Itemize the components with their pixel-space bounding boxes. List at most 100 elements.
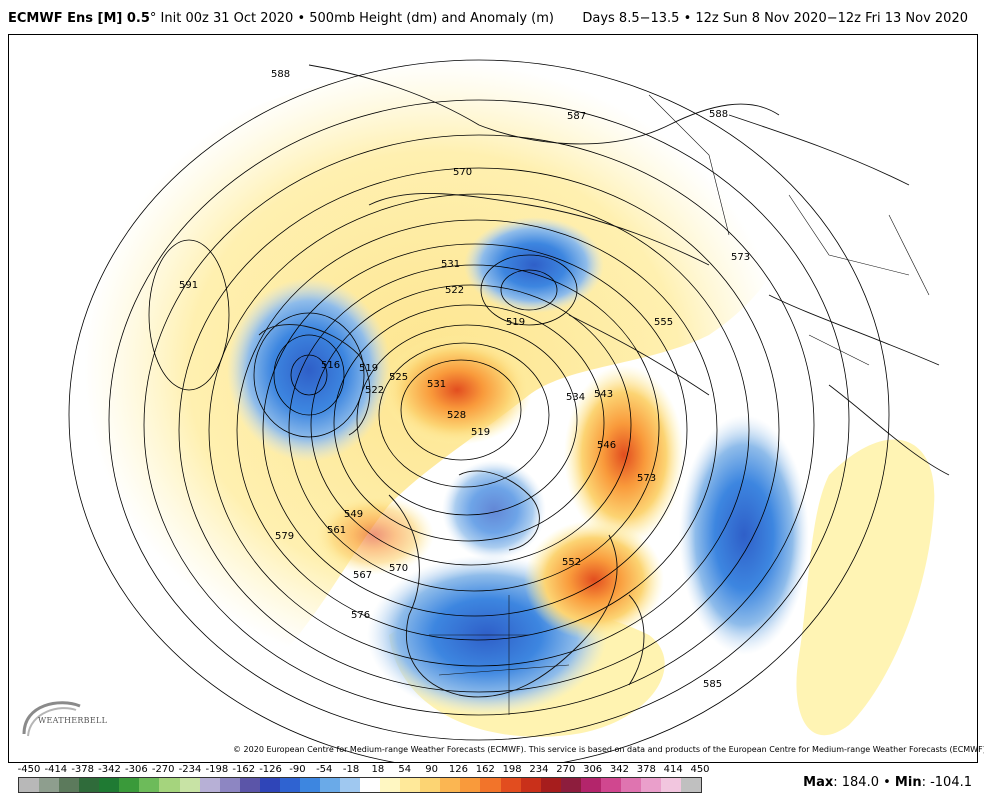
colorbar-tick-label: 54 [398,764,412,775]
contour-label: 570 [453,167,472,178]
colorbar-tick-label: -414 [44,764,68,775]
bullet-1: • [297,11,306,26]
contour-label: 543 [594,389,613,400]
contour-label: 528 [447,410,466,421]
contour-label: 570 [389,563,408,574]
copyright-notice: © 2020 European Centre for Medium-range … [233,745,984,754]
degree-symbol: ° [149,11,157,26]
max-min-readout: Max: 184.0 • Min: -104.1 [803,775,972,790]
colorbar-swatch [319,778,340,792]
political-boundaries [429,94,930,715]
max-min-separator: • [878,775,895,790]
colorbar-swatch [480,778,501,792]
colorbar-tick-label: -90 [289,764,306,775]
contour-labels: 588 591 587 570 531 522 516 519 522 525 … [179,69,750,690]
min-label: Min [894,775,922,790]
positive-anomalies [314,335,684,640]
contour-label: 549 [344,509,363,520]
contour-label: 552 [562,557,581,568]
colorbar-swatch [460,778,481,792]
colorbar-swatch [19,778,40,792]
contour-label: 522 [445,285,464,296]
colorbar-swatch [59,778,80,792]
colorbar-tick-label: 90 [425,764,438,775]
colorbar-swatch [360,778,381,792]
colorbar-swatch [520,778,541,792]
contour-label: 573 [637,473,656,484]
colorbar-swatch [540,778,561,792]
min-value: : -104.1 [921,775,972,790]
colorbar-tick-label: -270 [151,764,175,775]
contour-label: 525 [389,372,408,383]
colorbar-swatch [420,778,441,792]
colorbar-tick-label: -234 [178,764,202,775]
contour-label: 573 [731,252,750,263]
colorbar-swatch [119,778,140,792]
contour-label: 588 [709,109,728,120]
colorbar-tick-label: 306 [583,764,603,775]
colorbar-swatch [681,778,702,792]
colorbar-swatch [79,778,100,792]
max-value: : 184.0 [833,775,879,790]
colorbar-tick-label: -54 [316,764,333,775]
colorbar-swatch [380,778,401,792]
colorbar-tick-label: 450 [690,764,710,775]
colorbar-tick-label: -126 [259,764,282,775]
colorbar-swatch [239,778,260,792]
colorbar-tick-label: -342 [98,764,121,775]
contour-label: 585 [703,679,722,690]
colorbar-tick-label: -306 [125,764,148,775]
coastlines [258,64,950,698]
colorbar-tick-label: 126 [448,764,468,775]
contour-label: 587 [567,111,586,122]
anomaly-colorbar [18,777,702,793]
contour-label: 588 [271,69,290,80]
weatherbell-logo [22,701,81,737]
colorbar-swatch [179,778,200,792]
init-time: Init 00z 31 Oct 2020 [160,11,294,26]
colorbar-tick-label: 198 [502,764,522,775]
colorbar-tick-label: 414 [663,764,683,775]
colorbar-tick-label: -378 [71,764,95,775]
colorbar-swatch [299,778,320,792]
colorbar-swatch [661,778,682,792]
colorbar-tick-label: 270 [556,764,576,775]
polar-stereographic-map: 588 591 587 570 531 522 516 519 522 525 … [8,34,978,763]
valid-period: Days 8.5−13.5 • 12z Sun 8 Nov 2020−12z F… [582,11,968,26]
colorbar-swatch [99,778,120,792]
anomaly-map-svg: 588 591 587 570 531 522 516 519 522 525 … [68,59,950,762]
colorbar-swatch [259,778,280,792]
colorbar-swatch [400,778,421,792]
height-contours [68,59,890,762]
colorbar-tick-label: -450 [17,764,41,775]
colorbar-tick-label: -18 [342,764,360,775]
contour-label: 519 [506,317,525,328]
colorbar-swatch [39,778,60,792]
contour-label: 534 [566,392,585,403]
colorbar-tick-label: -162 [232,764,256,775]
colorbar-swatch [640,778,661,792]
colorbar-swatch [219,778,240,792]
contour-label: 561 [327,525,346,536]
contour-label: 531 [441,259,460,270]
colorbar-swatch [340,778,361,792]
colorbar-swatch [199,778,220,792]
contour-label: 531 [427,379,446,390]
colorbar-swatch [600,778,621,792]
contour-label: 519 [471,427,490,438]
weatherbell-logo-text: WEATHERBELL [38,716,108,725]
colorbar-tick-label: -198 [205,764,229,775]
colorbar-swatch [440,778,461,792]
colorbar-swatch [279,778,300,792]
map-title: ECMWF Ens [M] 0.5° Init 00z 31 Oct 2020 … [8,11,554,26]
colorbar-swatch [500,778,521,792]
colorbar-swatch [580,778,601,792]
colorbar-tick-label: 342 [609,764,630,775]
contour-label: 519 [359,363,378,374]
contour-label: 516 [321,360,340,371]
contour-label: 555 [654,317,673,328]
colorbar-tick-label: 162 [475,764,495,775]
max-label: Max [803,775,834,790]
colorbar-swatch [139,778,160,792]
field-description: 500mb Height (dm) and Anomaly (m) [309,11,554,26]
